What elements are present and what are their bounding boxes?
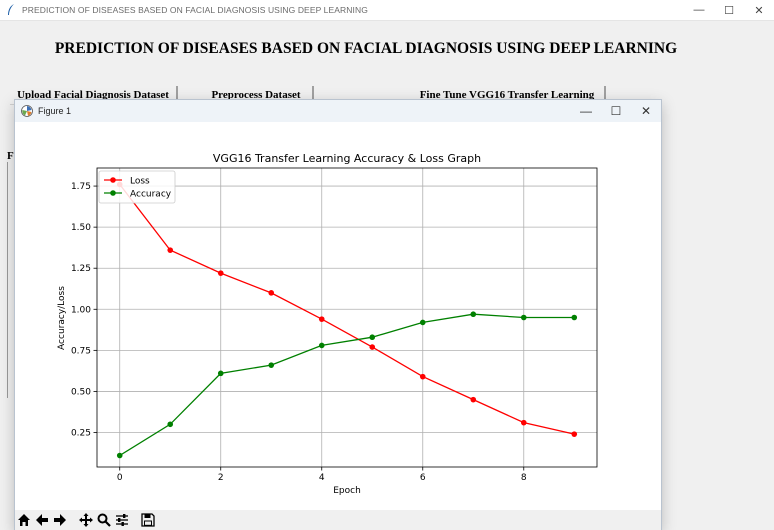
- x-tick-label: 0: [117, 473, 123, 483]
- axis-ticks: 0 2 4 6 8 0.25 0.50 0.75 1.00 1.25 1.50 1.75: [71, 182, 527, 483]
- zoom-icon[interactable]: [95, 511, 113, 529]
- data-point-accuracy: [571, 314, 578, 321]
- x-tick-label: 2: [218, 473, 224, 483]
- close-button[interactable]: ✕: [754, 4, 764, 17]
- home-icon[interactable]: [15, 511, 33, 529]
- x-tick-label: 4: [319, 473, 325, 483]
- y-tick-label: 0.50: [71, 387, 91, 397]
- figure-close-button[interactable]: ✕: [640, 104, 652, 118]
- y-tick-label: 0.75: [71, 346, 91, 356]
- side-label: Fi: [7, 150, 17, 162]
- maximize-button[interactable]: ☐: [724, 4, 734, 17]
- save-icon[interactable]: [139, 511, 157, 529]
- series-line-loss: [119, 184, 575, 435]
- data-point-loss: [167, 247, 174, 253]
- plot-area: [96, 167, 598, 468]
- series-line-accuracy: [119, 313, 575, 457]
- data-point-loss: [318, 316, 325, 322]
- window-title: PREDICTION OF DISEASES BASED ON FACIAL D…: [22, 5, 368, 15]
- figure-window: Figure 1 — ☐ ✕ VGG16 Transfer Learning A…: [15, 100, 661, 530]
- figure-title: Figure 1: [38, 106, 72, 116]
- matplotlib-icon: [21, 105, 33, 117]
- y-tick-label: 1.25: [71, 264, 91, 274]
- data-point-accuracy: [470, 311, 477, 318]
- minimize-button[interactable]: —: [693, 4, 705, 16]
- text-area-edge: [7, 162, 16, 398]
- main-titlebar: PREDICTION OF DISEASES BASED ON FACIAL D…: [0, 0, 774, 21]
- legend-marker-accuracy: [110, 190, 116, 196]
- data-point-loss: [520, 419, 527, 426]
- grid-lines: [97, 168, 597, 467]
- series-layer: [116, 181, 578, 459]
- legend-box: [98, 170, 176, 204]
- data-point-loss: [470, 396, 477, 403]
- chart-title: VGG16 Transfer Learning Accuracy & Loss …: [213, 152, 481, 165]
- data-point-accuracy: [318, 342, 325, 349]
- data-point-loss: [268, 290, 275, 296]
- figure-minimize-button[interactable]: —: [580, 104, 592, 118]
- back-icon[interactable]: [33, 511, 51, 529]
- x-axis-label: Epoch: [333, 486, 361, 496]
- y-axis-label: Accuracy/Loss: [57, 286, 67, 350]
- y-tick-label: 1.75: [71, 182, 91, 192]
- x-tick-label: 6: [420, 473, 426, 483]
- data-point-accuracy: [419, 319, 426, 326]
- legend-marker-loss: [110, 177, 116, 183]
- x-tick-label: 8: [521, 473, 527, 483]
- y-tick-label: 1.50: [71, 223, 91, 233]
- forward-icon[interactable]: [51, 511, 69, 529]
- data-point-loss: [419, 373, 426, 380]
- y-tick-label: 0.25: [71, 429, 91, 439]
- data-point-accuracy: [217, 370, 224, 377]
- pan-icon[interactable]: [77, 511, 95, 529]
- data-point-accuracy: [369, 334, 376, 341]
- configure-icon[interactable]: [113, 511, 131, 529]
- data-point-accuracy: [268, 362, 275, 368]
- figure-toolbar: [15, 510, 661, 530]
- legend-label-loss: Loss: [130, 177, 150, 187]
- chart-canvas: VGG16 Transfer Learning Accuracy & Loss …: [57, 152, 598, 496]
- feather-icon: [8, 4, 14, 15]
- data-point-accuracy: [167, 421, 174, 428]
- y-tick-label: 1.00: [71, 305, 91, 315]
- data-point-accuracy: [520, 314, 527, 321]
- app-heading: PREDICTION OF DISEASES BASED ON FACIAL D…: [54, 40, 678, 57]
- figure-titlebar: Figure 1 — ☐ ✕: [15, 100, 661, 122]
- data-point-loss: [369, 344, 376, 350]
- data-point-accuracy: [116, 452, 123, 459]
- data-point-loss: [571, 431, 578, 437]
- data-point-loss: [217, 270, 224, 276]
- legend: Loss Accuracy: [98, 170, 176, 204]
- legend-label-accuracy: Accuracy: [130, 190, 172, 200]
- figure-maximize-button[interactable]: ☐: [610, 104, 622, 118]
